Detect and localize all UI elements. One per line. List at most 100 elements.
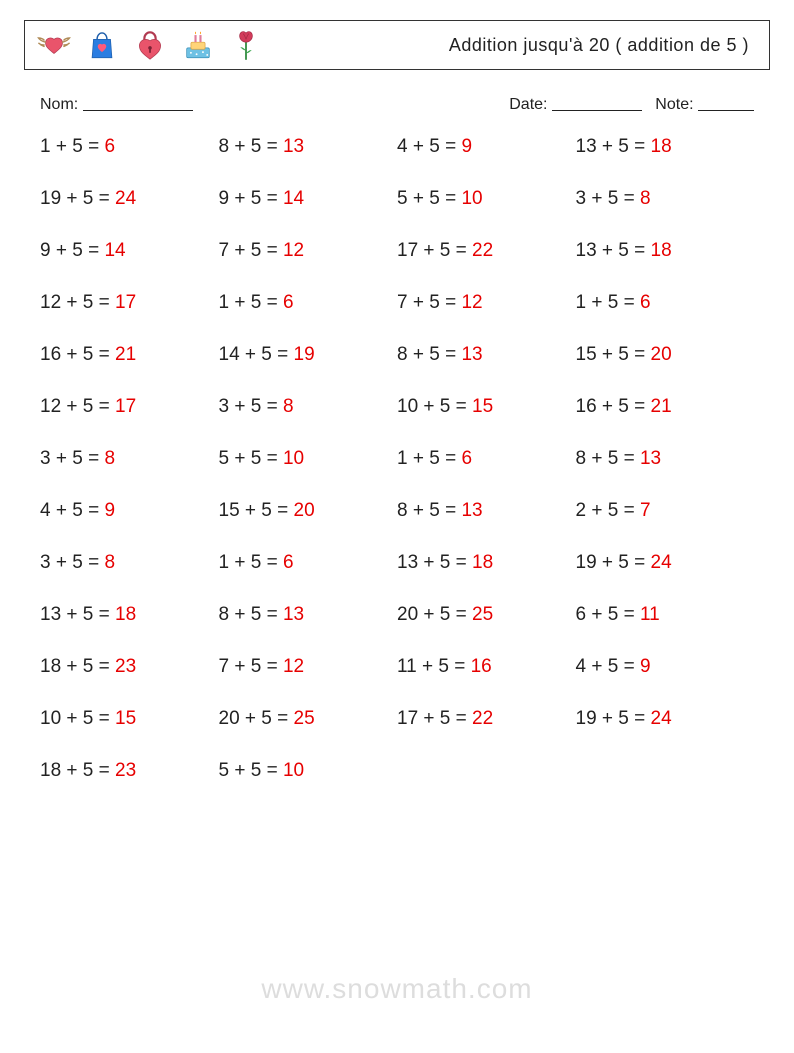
problem-expression: 12 + 5 = <box>40 396 115 417</box>
problem-cell: 15 + 5 = 20 <box>576 344 755 366</box>
problem-cell: 3 + 5 = 8 <box>40 552 219 574</box>
problem-cell: 13 + 5 = 18 <box>397 552 576 574</box>
problem-expression: 8 + 5 = <box>576 448 640 469</box>
problem-answer: 16 <box>471 656 492 677</box>
problem-answer: 14 <box>283 188 304 209</box>
problem-answer: 12 <box>283 240 304 261</box>
problem-answer: 18 <box>472 552 493 573</box>
problem-cell: 19 + 5 = 24 <box>40 188 219 210</box>
problem-answer: 24 <box>115 188 136 209</box>
birthday-cake-icon <box>181 28 215 62</box>
problem-answer: 6 <box>640 292 651 313</box>
problem-answer: 22 <box>472 240 493 261</box>
problem-expression: 15 + 5 = <box>576 344 651 365</box>
problem-expression: 20 + 5 = <box>219 708 294 729</box>
problem-cell: 9 + 5 = 14 <box>219 188 398 210</box>
problem-answer: 20 <box>294 500 315 521</box>
problem-expression: 8 + 5 = <box>219 604 283 625</box>
problem-answer: 17 <box>115 292 136 313</box>
problem-cell: 8 + 5 = 13 <box>397 500 576 522</box>
problem-answer: 17 <box>115 396 136 417</box>
problem-expression: 7 + 5 = <box>219 656 283 677</box>
problem-answer: 20 <box>651 344 672 365</box>
problem-cell: 1 + 5 = 6 <box>219 292 398 314</box>
heart-lock-icon <box>133 28 167 62</box>
problem-answer: 21 <box>651 396 672 417</box>
rose-icon <box>229 28 263 62</box>
problem-cell: 1 + 5 = 6 <box>219 552 398 574</box>
problem-answer: 18 <box>651 240 672 261</box>
problem-answer: 9 <box>104 500 115 521</box>
problem-answer: 21 <box>115 344 136 365</box>
problem-answer: 13 <box>461 344 482 365</box>
problem-expression: 17 + 5 = <box>397 240 472 261</box>
problem-expression: 16 + 5 = <box>40 344 115 365</box>
problem-expression: 5 + 5 = <box>397 188 461 209</box>
problem-answer: 18 <box>115 604 136 625</box>
problem-answer: 8 <box>104 552 115 573</box>
note-label: Note: <box>655 96 693 114</box>
problem-expression: 14 + 5 = <box>219 344 294 365</box>
problem-expression: 4 + 5 = <box>576 656 640 677</box>
problem-answer: 15 <box>115 708 136 729</box>
problem-cell: 15 + 5 = 20 <box>219 500 398 522</box>
problem-cell: 8 + 5 = 13 <box>219 136 398 158</box>
gift-bag-heart-icon <box>85 28 119 62</box>
problem-cell: 10 + 5 = 15 <box>397 396 576 418</box>
problem-cell: 16 + 5 = 21 <box>576 396 755 418</box>
problem-cell: 4 + 5 = 9 <box>40 500 219 522</box>
problem-cell <box>397 760 576 782</box>
problem-expression: 3 + 5 = <box>40 448 104 469</box>
problem-cell: 4 + 5 = 9 <box>576 656 755 678</box>
problem-expression: 12 + 5 = <box>40 292 115 313</box>
problems-grid: 1 + 5 = 68 + 5 = 134 + 5 = 913 + 5 = 181… <box>40 136 754 782</box>
problem-answer: 19 <box>294 344 315 365</box>
problem-cell: 8 + 5 = 13 <box>397 344 576 366</box>
problem-expression: 3 + 5 = <box>40 552 104 573</box>
problem-expression: 18 + 5 = <box>40 760 115 781</box>
problem-answer: 7 <box>640 500 651 521</box>
problem-answer: 10 <box>283 448 304 469</box>
problem-expression: 13 + 5 = <box>397 552 472 573</box>
problem-expression: 11 + 5 = <box>397 656 471 677</box>
problem-cell: 8 + 5 = 13 <box>576 448 755 470</box>
problem-answer: 6 <box>283 552 294 573</box>
problem-answer: 11 <box>640 604 660 625</box>
problem-cell: 18 + 5 = 23 <box>40 760 219 782</box>
problem-answer: 24 <box>651 552 672 573</box>
problem-answer: 6 <box>461 448 472 469</box>
problem-expression: 19 + 5 = <box>576 552 651 573</box>
problem-answer: 15 <box>472 396 493 417</box>
problem-answer: 12 <box>461 292 482 313</box>
problem-answer: 25 <box>294 708 315 729</box>
problem-cell: 11 + 5 = 16 <box>397 656 576 678</box>
problem-cell: 12 + 5 = 17 <box>40 396 219 418</box>
problem-expression: 2 + 5 = <box>576 500 640 521</box>
problem-answer: 9 <box>640 656 651 677</box>
problem-expression: 17 + 5 = <box>397 708 472 729</box>
problem-expression: 1 + 5 = <box>397 448 461 469</box>
problem-expression: 19 + 5 = <box>576 708 651 729</box>
problem-expression: 5 + 5 = <box>219 760 283 781</box>
problem-expression: 9 + 5 = <box>40 240 104 261</box>
problem-cell: 2 + 5 = 7 <box>576 500 755 522</box>
problem-expression: 4 + 5 = <box>397 136 461 157</box>
problem-expression: 19 + 5 = <box>40 188 115 209</box>
problem-answer: 6 <box>104 136 115 157</box>
problem-expression: 15 + 5 = <box>219 500 294 521</box>
problem-cell: 17 + 5 = 22 <box>397 708 576 730</box>
problem-cell: 6 + 5 = 11 <box>576 604 755 626</box>
problem-cell: 20 + 5 = 25 <box>219 708 398 730</box>
problem-cell: 13 + 5 = 18 <box>576 136 755 158</box>
problem-expression: 1 + 5 = <box>219 552 283 573</box>
problem-cell: 1 + 5 = 6 <box>576 292 755 314</box>
problem-expression: 10 + 5 = <box>40 708 115 729</box>
problem-answer: 10 <box>461 188 482 209</box>
problem-cell: 13 + 5 = 18 <box>40 604 219 626</box>
problem-expression: 13 + 5 = <box>576 136 651 157</box>
problem-expression: 13 + 5 = <box>40 604 115 625</box>
problem-expression: 13 + 5 = <box>576 240 651 261</box>
problem-cell: 9 + 5 = 14 <box>40 240 219 262</box>
note-blank <box>698 96 754 111</box>
header-icon-row <box>25 28 263 62</box>
